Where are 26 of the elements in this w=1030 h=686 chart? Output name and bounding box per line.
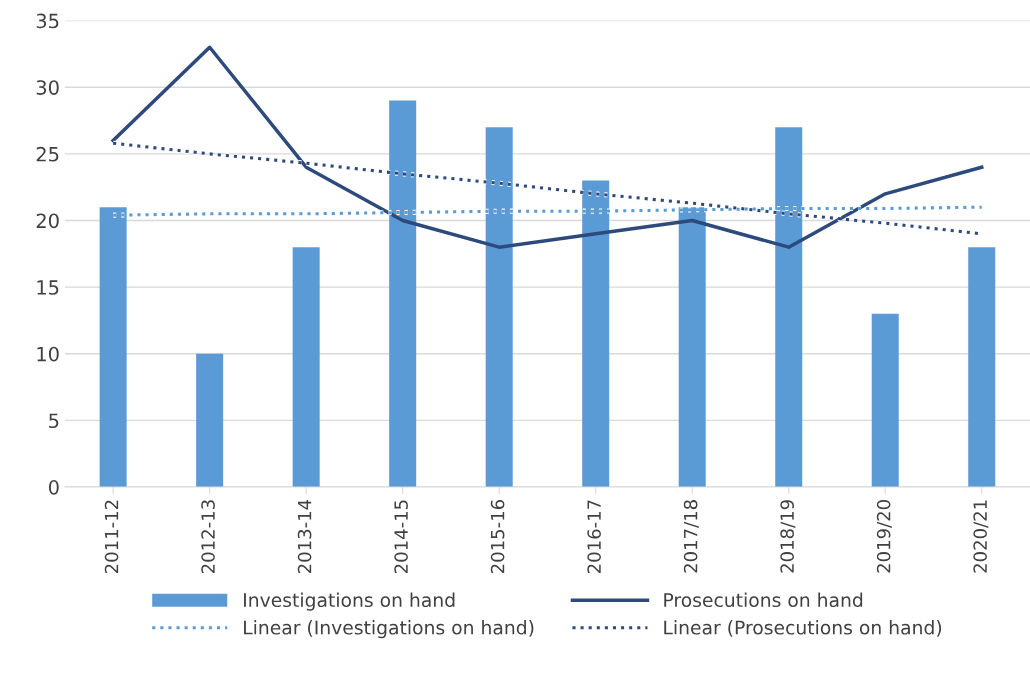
y-tick-label: 10 (37, 346, 59, 362)
x-tick-label: 2011-12 (104, 500, 119, 573)
bar (968, 247, 996, 488)
y-tick-label: 35 (36, 13, 59, 29)
legend-label: Investigations on hand (244, 592, 455, 611)
x-tick-label: 2017/18 (683, 500, 699, 573)
y-tick-label: 15 (37, 280, 59, 295)
x-tick-label: 2012-13 (201, 500, 215, 573)
legend-label: Linear (Investigations on hand) (244, 620, 534, 639)
x-tick-label: 2015-16 (490, 500, 505, 573)
x-tick-label: 2016-17 (587, 500, 601, 573)
bar (292, 247, 320, 488)
y-tick-label: 5 (49, 413, 59, 429)
y-tick-label: 0 (48, 480, 59, 495)
x-tick-label: 2018/19 (780, 500, 796, 573)
x-tick-label: 2014-15 (394, 500, 408, 573)
y-tick-label: 30 (36, 80, 59, 95)
x-tick-label: 2020/21 (973, 500, 989, 573)
bar (871, 313, 899, 488)
y-tick-label: 20 (36, 213, 59, 229)
bar (196, 353, 224, 488)
x-tick-label: 2019/20 (876, 500, 892, 573)
x-tick-label: 2013-14 (297, 499, 312, 573)
legend-label: Linear (Prosecutions on hand) (664, 620, 942, 637)
legend-label: Prosecutions on hand (664, 592, 863, 608)
y-tick-label: 25 (36, 146, 59, 162)
